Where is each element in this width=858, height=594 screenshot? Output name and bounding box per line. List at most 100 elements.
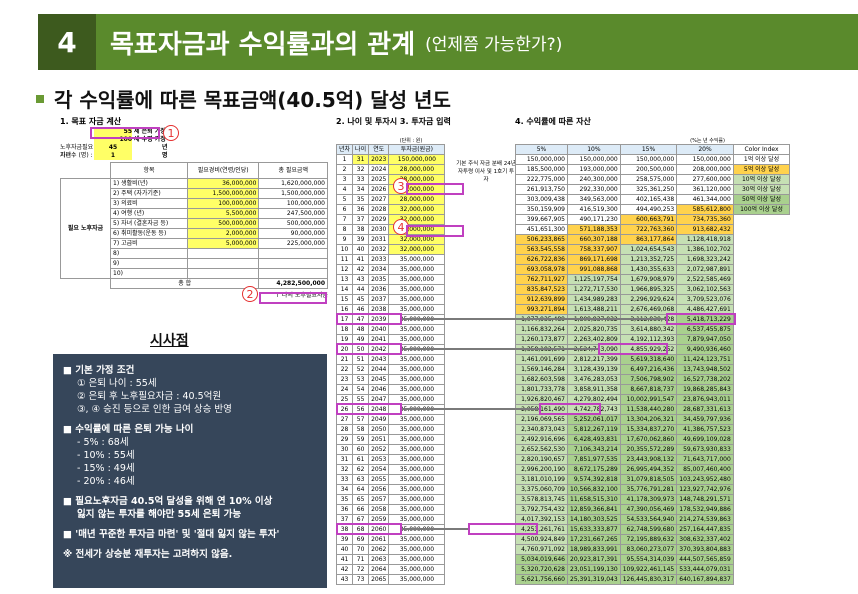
table-row: 5 35 2027 28,000,000 <box>335 194 446 205</box>
investment: 35,000,000 <box>388 384 446 395</box>
table-row: 40 70 2062 35,000,000 <box>335 544 446 555</box>
asset-value: 2,996,200,190 <box>515 464 568 475</box>
asset-value: 563,545,558 <box>515 244 568 255</box>
year-index: 24 <box>335 384 354 395</box>
assumption-text: 년 <box>162 144 168 151</box>
group-label: 필요 노후자금 <box>60 178 111 279</box>
age: 70 <box>352 544 370 555</box>
table-row: 1,166,832,264 2,025,820,735 3,614,880,342 6… <box>515 324 734 335</box>
table-row: 1 31 2023 150,000,000 <box>335 154 446 165</box>
year: 2027 <box>368 194 390 205</box>
year-index: 18 <box>335 324 354 335</box>
asset-value: 3,792,754,432 <box>515 504 568 515</box>
asset-value: 444,507,565,859 <box>676 554 734 565</box>
item-name: 7) 고급비 <box>110 238 188 249</box>
year-index: 36 <box>335 504 354 515</box>
item-total: 1,620,000,000 <box>258 178 328 189</box>
year-index: 35 <box>335 494 354 505</box>
achieve-20pct <box>666 313 736 325</box>
table-row: 34 64 2056 35,000,000 <box>335 484 446 495</box>
year-index: 43 <box>335 574 354 585</box>
age: 54 <box>352 384 370 395</box>
item-name: 1) 생활비(년) <box>110 178 188 189</box>
table-row: 261,913,750 292,330,000 325,361,250 361,120… <box>515 184 734 195</box>
asset-value: 494,490,253 <box>619 204 678 215</box>
asset-value: 349,563,000 <box>567 194 621 205</box>
rate-note: (%는 년 수익률) <box>690 138 725 144</box>
cost-row: 필요 노후자금 1) 생활비(년) 36,000,000 1,620,000,000 <box>60 178 328 279</box>
item-total: 1,500,000,000 <box>258 188 328 199</box>
color-index-item: 5억 이상 달성 <box>733 164 790 175</box>
investment: 150,000,000 <box>388 154 446 165</box>
age: 59 <box>352 434 370 445</box>
item-name: 5) 자녀 (결혼자금 등) <box>110 218 188 229</box>
asset-value: 3,614,880,342 <box>619 324 678 335</box>
table-row: 1,461,091,699 2,812,217,399 5,619,318,640 1… <box>515 354 734 365</box>
year-index: 33 <box>335 474 354 485</box>
header-cell: 나이 <box>352 144 370 155</box>
asset-value: 3,858,911,358 <box>567 384 621 395</box>
summary-sec5: ※ 전세가 상승분 재투자는 고려하지 않음. <box>63 549 233 560</box>
table-row: 506,233,865 660,307,188 863,177,864 1,128,4… <box>515 234 734 245</box>
panel2-title: 2. 나이 및 투자시 3. 투자금 입력 <box>336 117 451 126</box>
table-row: 24 54 2046 35,000,000 <box>335 384 446 395</box>
year: 2030 <box>368 224 390 235</box>
age-68-row <box>336 523 402 535</box>
table-row: 39 69 2061 35,000,000 <box>335 534 446 545</box>
bullet-square-icon <box>36 94 44 103</box>
year-index: 31 <box>335 454 354 465</box>
summary-item: - 10% : 55세 <box>77 450 135 461</box>
item-cost: 36,000,000 <box>186 178 260 189</box>
asset-value: 1,434,989,283 <box>567 294 621 305</box>
color-index-item: 100억 이상 달성 <box>733 204 790 215</box>
asset-value: 585,612,800 <box>676 204 734 215</box>
arrow-line <box>402 408 539 410</box>
asset-value: 693,058,978 <box>515 264 568 275</box>
year: 2046 <box>368 384 390 395</box>
investment: 35,000,000 <box>388 434 446 445</box>
age-49-row <box>336 343 402 355</box>
table-row: 762,711,927 1,125,197,754 1,679,908,979 2,5… <box>515 274 734 285</box>
retire-age-highlight <box>90 127 160 139</box>
year-index: 3 <box>335 174 354 185</box>
asset-value: 71,643,717,000 <box>676 454 734 465</box>
item-cost: 1,500,000,000 <box>186 188 260 199</box>
table-row: 4,017,392,153 14,180,303,525 54,533,564,94… <box>515 514 734 525</box>
item-name: 10) <box>110 268 188 279</box>
table-row: 2,820,190,657 7,851,977,535 23,443,908,132… <box>515 454 734 465</box>
slide-header: 4 목표자금과 수익률과의 관계 (언제쯤 가능한가?) <box>0 0 858 78</box>
sum-value: 4,282,500,000 <box>258 278 328 289</box>
investment: 28,000,000 <box>388 194 446 205</box>
year-index: 13 <box>335 274 354 285</box>
color-index-table: Color Index 1억 이상 달성 5억 이상 달성 10억 이상 달성 30억 … <box>733 144 790 215</box>
asset-value: 350,159,909 <box>515 204 568 215</box>
asset-value: 1,386,102,702 <box>676 244 734 255</box>
asset-value: 9,490,936,460 <box>676 344 734 355</box>
asset-value: 402,165,438 <box>619 194 678 205</box>
year-index: 22 <box>335 364 354 375</box>
year-index: 7 <box>335 214 354 225</box>
asset-value: 17,670,062,860 <box>619 434 678 445</box>
asset-value: 912,639,899 <box>515 294 568 305</box>
item-name: 9) <box>110 258 188 269</box>
summary-sec3b: 잃지 않는 투자를 해야만 55세 은퇴 가능 <box>77 509 242 520</box>
year-index: 39 <box>335 534 354 545</box>
asset-value: 258,575,000 <box>619 174 678 185</box>
year: 2028 <box>368 204 390 215</box>
asset-value: 123,927,742,976 <box>676 484 734 495</box>
asset-value: 4,500,924,849 <box>515 534 568 545</box>
year: 2051 <box>368 434 390 445</box>
asset-value: 2,072,987,891 <box>676 264 734 275</box>
asset-value: 193,000,000 <box>567 164 621 175</box>
cell <box>61 279 111 289</box>
asset-value: 4,760,971,092 <box>515 544 568 555</box>
summary-item: ③, ④ 승진 등으로 인한 급여 상승 반영 <box>77 404 232 415</box>
assumption-text: 세 수명 가정 <box>134 136 166 143</box>
assumption-rows: 55 세 은퇴 가정 100 세 수명 가정 노후자금필요기간 :45 년 자녀수 (명) … <box>60 128 328 160</box>
age: 36 <box>352 204 370 215</box>
asset-value: 2,522,585,469 <box>676 274 734 285</box>
table-row: 29 59 2051 35,000,000 <box>335 434 446 445</box>
item-total <box>258 248 328 259</box>
year: 2025 <box>368 174 390 185</box>
year-index: 34 <box>335 484 354 495</box>
